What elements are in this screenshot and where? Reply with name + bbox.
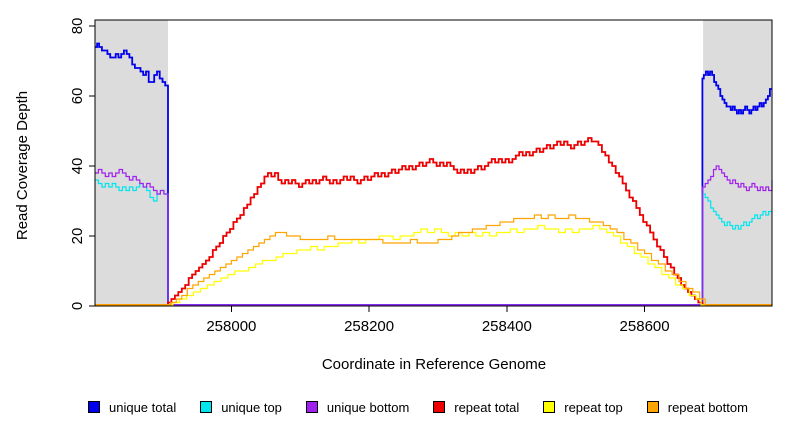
legend-label-repeat-bottom: repeat bottom xyxy=(667,399,748,415)
series-line-repeat-bottom xyxy=(95,214,772,306)
x-tick-label: 258600 xyxy=(620,318,670,335)
series-line-repeat-total xyxy=(95,137,772,306)
legend-item-unique-bottom: unique bottom xyxy=(305,399,410,415)
legend-item-unique-total: unique total xyxy=(88,400,176,415)
legend-item-repeat-total: repeat total xyxy=(433,400,519,415)
y-tick-label: 60 xyxy=(69,88,86,105)
x-tick-label: 258000 xyxy=(206,318,256,335)
legend-swatch-repeat-total xyxy=(433,401,446,413)
legend-swatch-repeat-top xyxy=(543,401,556,413)
flank-shaded-region xyxy=(703,20,772,306)
legend-swatch-unique-top xyxy=(200,401,213,413)
y-axis-title: Read Coverage Depth xyxy=(14,90,32,240)
x-tick-label: 258400 xyxy=(482,318,532,335)
flank-shaded-region xyxy=(95,20,169,306)
legend-label-repeat-total: repeat total xyxy=(454,399,520,415)
plot-canvas: 258000 258200 258400 258600 0 20 40 60 80 xyxy=(69,18,773,335)
legend-label-unique-total: unique total xyxy=(109,399,177,415)
legend-swatch-repeat-bottom xyxy=(646,401,659,413)
y-tick-label: 20 xyxy=(69,228,86,245)
y-tick-label: 80 xyxy=(69,18,86,35)
legend-label-repeat-top: repeat top xyxy=(564,399,623,415)
legend-label-unique-bottom: unique bottom xyxy=(326,399,410,415)
legend-swatch-unique-bottom xyxy=(305,401,318,413)
series-line-unique-bottom xyxy=(95,165,773,306)
y-tick-label: 0 xyxy=(69,302,86,310)
y-axis-title-wrap: Read Coverage Depth xyxy=(10,0,36,330)
legend-item-repeat-bottom: repeat bottom xyxy=(646,399,748,415)
legend-item-repeat-top: repeat top xyxy=(543,400,623,415)
x-tick-label: 258200 xyxy=(344,318,394,335)
legend: unique total unique top unique bottom re… xyxy=(88,396,748,418)
series-line-unique-total xyxy=(95,42,772,306)
legend-label-unique-top: unique top xyxy=(221,399,282,415)
series-line-repeat-top xyxy=(95,224,772,306)
x-axis-title: Coordinate in Reference Genome xyxy=(321,356,547,373)
legend-item-unique-top: unique top xyxy=(200,400,282,415)
series-line-unique-top xyxy=(95,179,772,306)
plot-border xyxy=(94,19,773,307)
y-tick-label: 40 xyxy=(69,158,86,175)
legend-swatch-unique-total xyxy=(88,401,100,413)
